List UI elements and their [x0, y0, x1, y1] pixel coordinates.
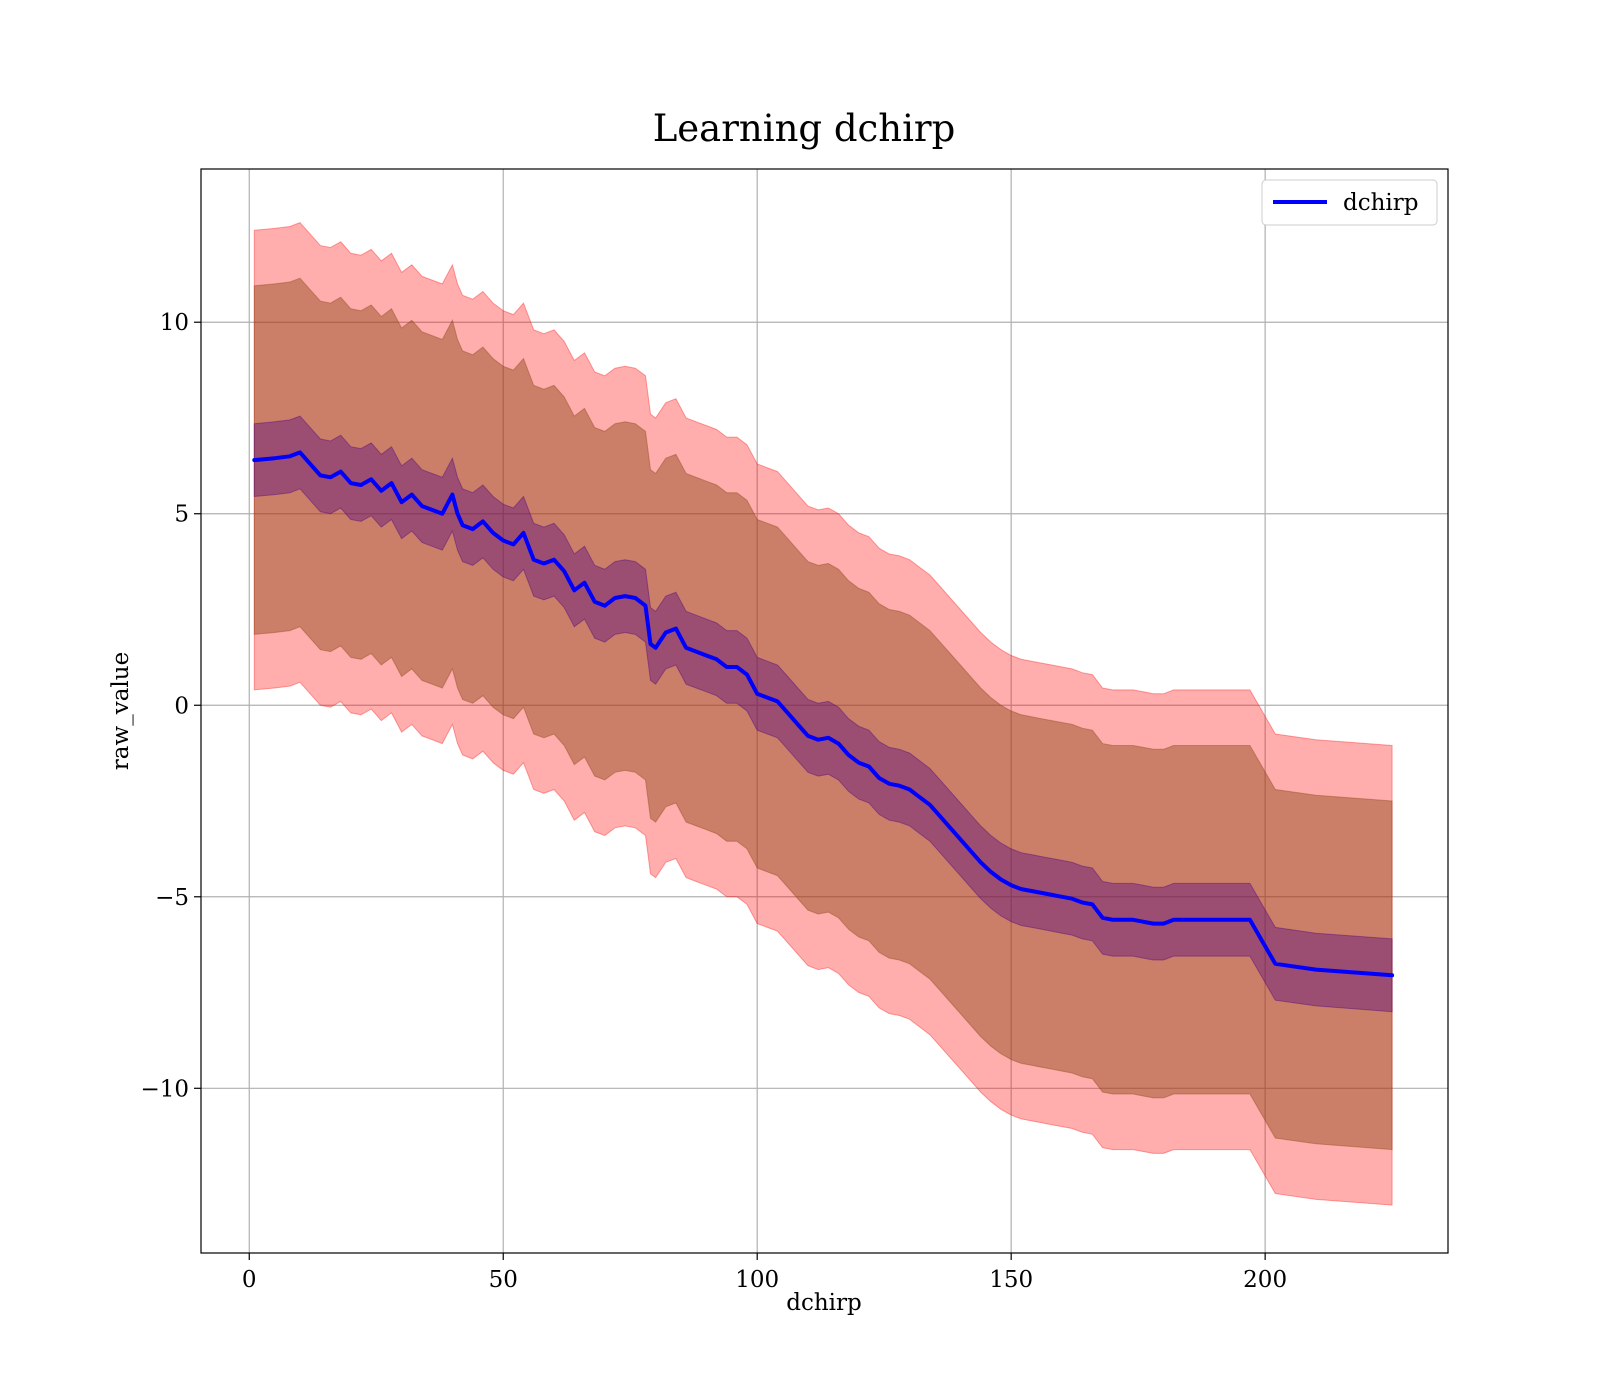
y-tick-label-1: −5 — [155, 885, 189, 911]
series-lines — [252, 450, 1395, 978]
x-tick-label-3: 150 — [989, 1267, 1033, 1293]
y-tick-label-4: 10 — [160, 310, 189, 336]
plot-frame — [200, 168, 1449, 1254]
x-tick-label-4: 200 — [1243, 1267, 1287, 1293]
chart-title: Learning dchirp — [653, 107, 956, 150]
y-tick-label-0: −10 — [140, 1076, 189, 1102]
outer-band — [253, 222, 1393, 1206]
legend-label-dchirp: dchirp — [1343, 190, 1419, 216]
y-axis-ticks: −10 −5 0 5 10 — [140, 310, 201, 1102]
legend: dchirp — [1261, 179, 1438, 226]
x-tick-label-0: 0 — [242, 1267, 257, 1293]
y-tick-label-3: 5 — [174, 502, 189, 528]
x-tick-label-1: 50 — [489, 1267, 518, 1293]
uncertainty-bands — [253, 222, 1393, 1206]
series-line-dchirp — [252, 450, 1395, 978]
legend-box — [1261, 179, 1438, 226]
grid — [201, 169, 1448, 1253]
inner-band — [253, 415, 1393, 1013]
x-tick-label-2: 100 — [735, 1267, 779, 1293]
plot-area — [201, 169, 1448, 1253]
middle-band — [253, 277, 1393, 1151]
y-axis-label: raw_value — [108, 652, 134, 770]
y-tick-label-2: 0 — [174, 693, 189, 719]
x-axis-ticks: 0 50 100 150 200 — [242, 1253, 1287, 1293]
x-axis-label: dchirp — [786, 1290, 862, 1316]
